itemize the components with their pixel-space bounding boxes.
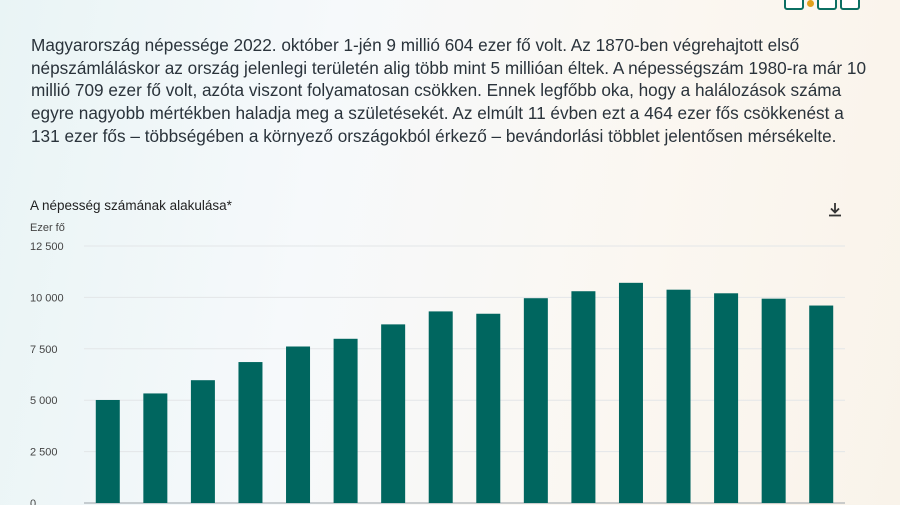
y-tick-label: 10 000 xyxy=(30,292,64,304)
bar[interactable] xyxy=(238,362,263,503)
ksh-logo-icon xyxy=(784,0,860,10)
bar[interactable] xyxy=(618,282,643,503)
bar[interactable] xyxy=(761,298,786,503)
bar[interactable] xyxy=(428,311,453,503)
population-bar-chart: 0 2 500 5 000 7 500 10 000 12 500 xyxy=(30,241,845,505)
bar[interactable] xyxy=(571,291,596,503)
bar[interactable] xyxy=(809,305,834,503)
header-strip xyxy=(0,0,900,12)
bar[interactable] xyxy=(143,393,168,503)
bar[interactable] xyxy=(714,293,739,503)
intro-paragraph: Magyarország népessége 2022. október 1-j… xyxy=(31,35,867,146)
bar[interactable] xyxy=(286,346,311,503)
bar[interactable] xyxy=(190,380,215,503)
y-tick-label: 7 500 xyxy=(30,344,58,356)
y-tick-label: 5 000 xyxy=(30,395,58,407)
bar[interactable] xyxy=(333,338,358,503)
bar[interactable] xyxy=(95,399,120,503)
y-tick-label: 2 500 xyxy=(30,447,58,459)
bar[interactable] xyxy=(666,289,691,503)
chart-title: A népesség számának alakulása* xyxy=(30,198,232,213)
y-tick-label: 0 xyxy=(30,498,36,505)
bar[interactable] xyxy=(381,324,406,503)
download-button[interactable] xyxy=(824,199,846,221)
y-axis-unit-label: Ezer fő xyxy=(30,222,65,234)
bar[interactable] xyxy=(523,298,548,503)
bar[interactable] xyxy=(476,313,501,503)
download-icon xyxy=(829,203,841,217)
y-tick-label: 12 500 xyxy=(30,241,64,253)
